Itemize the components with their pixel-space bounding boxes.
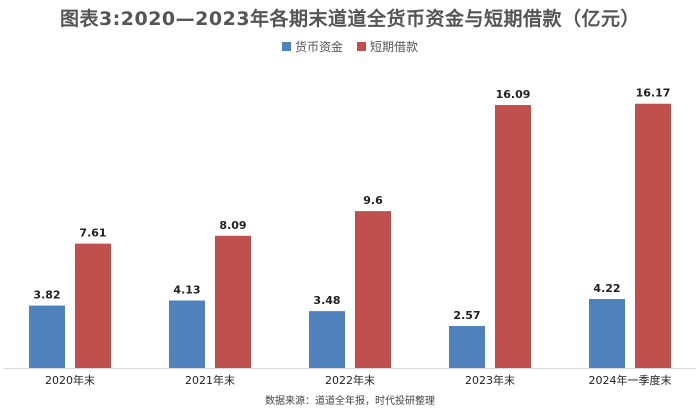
- bar-1-4: [449, 325, 485, 368]
- data-label-1-3: 3.48: [313, 294, 340, 307]
- data-label-2-4: 16.09: [496, 88, 531, 101]
- bar-2-4: [495, 105, 531, 368]
- chart-legend: 货币资金 短期借款: [0, 38, 700, 55]
- legend-label-series-2: 短期借款: [370, 40, 419, 54]
- legend-item-series-1: 货币资金: [281, 38, 343, 55]
- data-label-2-2: 8.09: [219, 219, 246, 232]
- bar-2-5: [635, 103, 671, 369]
- bar-2-3: [355, 211, 391, 368]
- x-tick-label-4: 2023年末: [465, 373, 515, 387]
- chart-title: 图表3:2020—2023年各期末道道全货币资金与短期借款（亿元）: [59, 8, 641, 30]
- data-label-1-2: 4.13: [173, 284, 200, 297]
- x-tick-label-3: 2022年末: [325, 373, 375, 387]
- data-label-1-4: 2.57: [453, 309, 480, 322]
- data-label-1-1: 3.82: [33, 289, 60, 302]
- bar-1-3: [309, 311, 345, 368]
- bar-1-2: [169, 300, 205, 368]
- chart-source-note: 数据来源：道道全年报，时代投研整理: [265, 396, 435, 407]
- x-tick-label-5: 2024年一季度末: [589, 373, 672, 387]
- bar-2-1: [75, 243, 111, 368]
- x-tick-label-1: 2020年末: [45, 373, 95, 387]
- legend-label-series-1: 货币资金: [294, 40, 343, 54]
- legend-swatch-series-1: [281, 42, 291, 51]
- bar-1-1: [29, 305, 65, 368]
- legend-item-series-2: 短期借款: [357, 38, 418, 55]
- bar-1-5: [589, 299, 625, 368]
- data-label-2-5: 16.17: [636, 87, 671, 100]
- data-label-1-5: 4.22: [593, 282, 620, 295]
- legend-swatch-series-2: [357, 42, 366, 51]
- data-label-2-3: 9.6: [363, 194, 383, 207]
- x-tick-label-2: 2021年末: [185, 373, 235, 387]
- bar-2-2: [215, 235, 251, 368]
- data-label-2-1: 7.61: [79, 227, 106, 240]
